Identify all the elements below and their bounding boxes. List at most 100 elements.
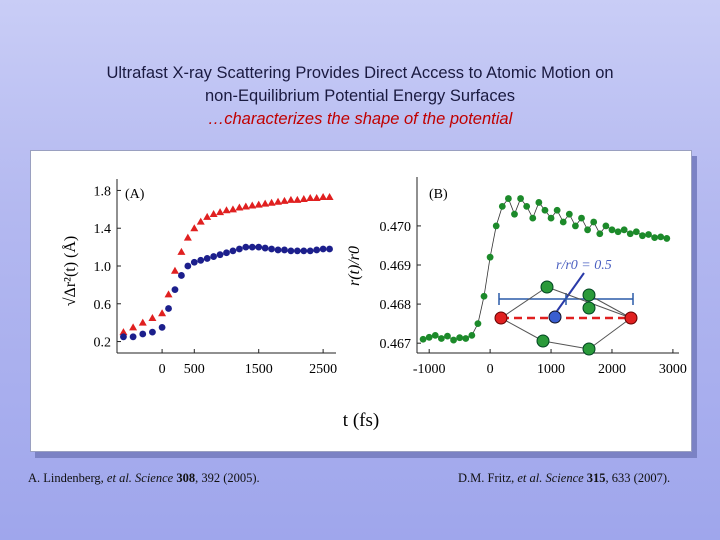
chart-a-blue-point xyxy=(203,255,211,262)
chart-b-x-tick-label: 3000 xyxy=(659,362,687,377)
chart-a-blue-point xyxy=(190,258,198,266)
inset-atom-green xyxy=(536,334,550,348)
chart-a-blue-point xyxy=(178,272,185,279)
ref1-pages: , 392 (2005). xyxy=(195,471,260,485)
chart-b-green-point xyxy=(602,222,610,230)
chart-b-y-tick-label: 0.469 xyxy=(380,259,412,274)
chart-a-red-point xyxy=(280,196,289,204)
chart-b-green-point xyxy=(578,214,585,222)
chart-b-x-tick-label: -1000 xyxy=(413,362,446,377)
chart-a-red-point xyxy=(312,194,321,201)
chart-a-blue-point xyxy=(248,243,256,251)
chart-b-green-point xyxy=(614,228,622,236)
chart-a-red-point xyxy=(170,266,179,274)
chart-a-blue-point xyxy=(235,245,243,253)
chart-b-green-point xyxy=(651,234,659,242)
chart-a-blue-point xyxy=(319,245,327,253)
chart-a-red-point xyxy=(235,203,244,211)
ref2-pages: , 633 (2007). xyxy=(605,471,671,485)
inset-atom-red xyxy=(494,311,508,325)
chart-b-green-point xyxy=(541,206,549,214)
chart-b-green-point xyxy=(645,231,652,238)
chart-a-red-point xyxy=(274,197,283,205)
chart-b-green-point xyxy=(437,335,445,342)
inset-atom-red xyxy=(624,311,638,325)
chart-b-green-point xyxy=(419,335,427,343)
chart-b-green-point xyxy=(468,331,476,339)
chart-a-panel-label: (A) xyxy=(125,187,145,202)
chart-a-red-point xyxy=(261,199,270,207)
chart-a-blue-point xyxy=(242,243,250,251)
chart-a-y-tick-label: 1.8 xyxy=(94,184,112,199)
chart-a-red-point xyxy=(138,318,147,326)
chart-b-green-point xyxy=(626,230,634,238)
chart-b-green-point xyxy=(535,199,543,206)
chart-a: (A) √Δr²(t) (Å) 0 500 1500 2500 1.8 1.4 1.0 0.6… xyxy=(61,179,337,377)
chart-a-blue-point xyxy=(216,251,224,259)
chart-b-green-point xyxy=(559,218,567,226)
chart-a-red-point xyxy=(286,195,295,203)
shared-x-axis-label: t (fs) xyxy=(343,410,379,431)
chart-a-red-point xyxy=(241,202,250,210)
chart-a-y-tick-label: 1.0 xyxy=(94,260,112,275)
chart-a-red-point xyxy=(299,194,308,202)
chart-b-green-point xyxy=(553,206,561,214)
chart-a-red-point xyxy=(209,210,218,218)
chart-a-red-point xyxy=(248,201,257,209)
chart-a-blue-point xyxy=(171,286,179,294)
chart-b-green-point xyxy=(596,230,604,238)
ref2-volume: 315 xyxy=(586,471,606,485)
chart-b-green-point xyxy=(639,232,646,240)
chart-a-red-point xyxy=(183,233,192,241)
chart-b-green-point xyxy=(657,233,665,241)
chart-a-x-tick-label: 1500 xyxy=(245,362,273,377)
chart-a-blue-point xyxy=(149,328,156,336)
chart-b-green-point xyxy=(523,202,531,210)
inset-atom-blue xyxy=(548,310,562,324)
chart-b-green-point xyxy=(511,210,518,218)
chart-b-green-point xyxy=(462,335,470,342)
chart-a-red-point xyxy=(190,224,199,232)
ref1-etal: et al. Science xyxy=(106,471,177,485)
inset-annotation: r/r0 = 0.5 xyxy=(556,258,612,273)
chart-a-x-tick-label: 2500 xyxy=(309,362,337,377)
chart-a-red-point xyxy=(254,200,263,208)
chart-a-blue-point xyxy=(120,333,127,341)
reference-lindenberg: A. Lindenberg, et al. Science 308, 392 (… xyxy=(28,471,260,486)
chart-b-green-point xyxy=(584,226,592,234)
inset-atom-green xyxy=(582,301,596,315)
chart-a-blue-point xyxy=(255,243,263,251)
figure-panel: (A) √Δr²(t) (Å) 0 500 1500 2500 1.8 1.4 1.0 0.6… xyxy=(30,150,692,452)
chart-a-blue-point xyxy=(210,253,218,260)
ref2-authors: D.M. Fritz, xyxy=(458,471,518,485)
chart-a-red-point xyxy=(325,193,334,201)
chart-a-blue-point xyxy=(313,246,321,254)
inset-bond xyxy=(500,286,548,319)
chart-b-y-tick-label: 0.468 xyxy=(380,298,412,313)
chart-b-green-point xyxy=(572,222,579,230)
chart-b-green-point xyxy=(444,332,451,340)
ref2-etal: et al. Science xyxy=(517,471,587,485)
chart-b-y-tick-label: 0.467 xyxy=(380,337,412,352)
chart-b-green-point xyxy=(547,214,555,222)
chart-a-blue-point xyxy=(293,247,301,255)
chart-b-ylabel: r(t)/r0 xyxy=(346,246,363,286)
chart-b-green-point xyxy=(450,336,457,344)
chart-a-red-point xyxy=(164,290,173,298)
chart-a-red-point xyxy=(129,323,138,331)
inset-bond xyxy=(500,317,544,342)
inset-atom-green xyxy=(582,288,596,302)
chart-a-red-point xyxy=(148,313,157,321)
inset-atom-green xyxy=(540,280,554,294)
slide-title-line-1: Ultrafast X-ray Scattering Provides Dire… xyxy=(106,64,614,82)
chart-a-blue-point xyxy=(261,244,269,252)
chart-b-x-tick-label: 0 xyxy=(487,362,494,377)
chart-b-green-point xyxy=(608,226,616,234)
chart-a-red-point xyxy=(267,198,276,206)
figure-canvas: (A) √Δr²(t) (Å) 0 500 1500 2500 1.8 1.4 1.0 0.6… xyxy=(61,177,687,431)
chart-b-y-tick-label: 0.470 xyxy=(380,220,412,235)
chart-b-green-point xyxy=(474,320,482,328)
chart-b-green-point xyxy=(486,253,494,261)
chart-a-red-point xyxy=(119,328,128,336)
chart-b-green-point xyxy=(565,210,573,218)
